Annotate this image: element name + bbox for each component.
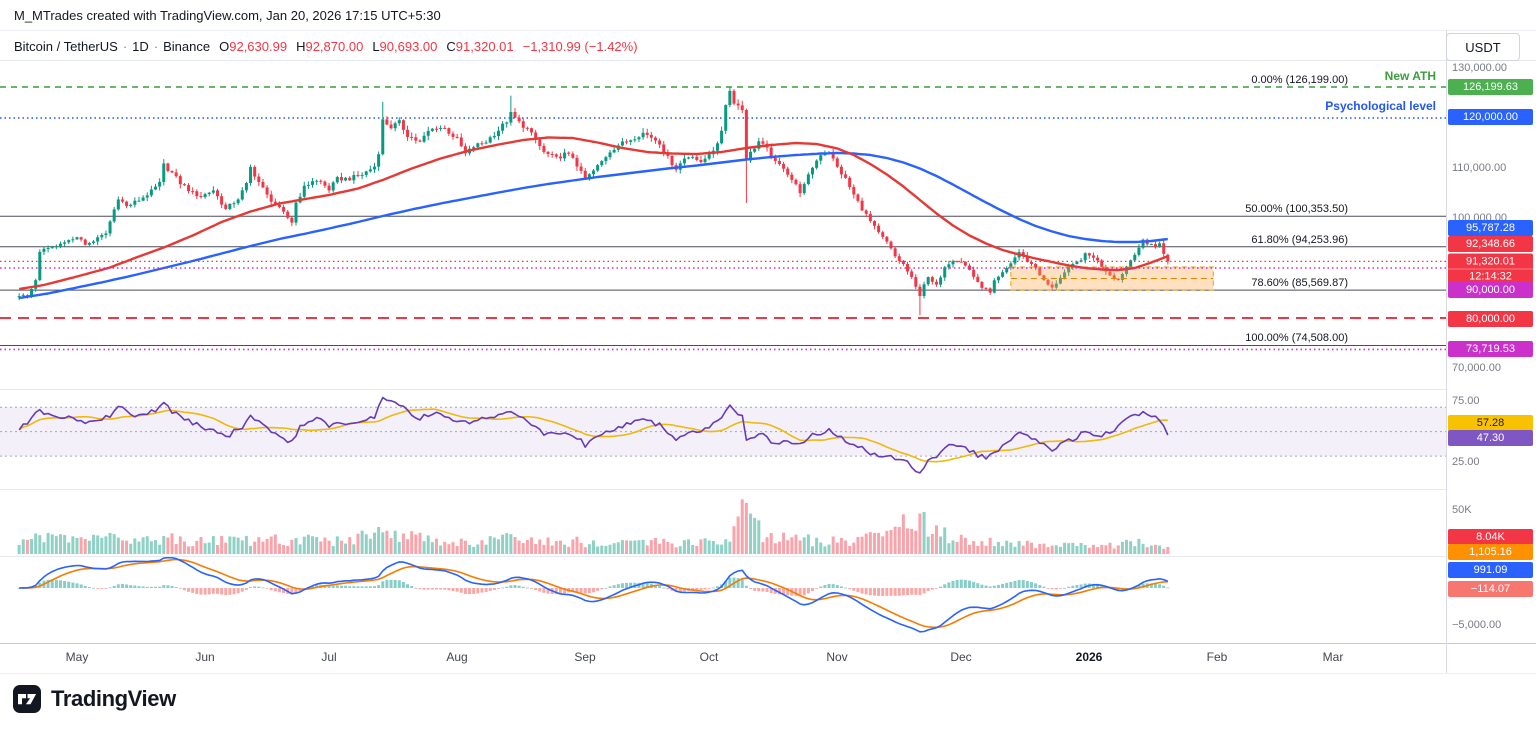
ohlc-o: O92,630.99 [219,39,288,54]
tradingview-logo[interactable]: TradingView [12,684,176,714]
exchange-label[interactable]: Binance [163,39,211,54]
rsi-ma-line [18,408,1168,463]
macd-line [19,557,1169,633]
change-readout: −1,310.99 (−1.42%) [522,39,638,54]
rsi-line [18,396,1169,474]
ohlc-l: L90,693.00 [372,39,438,54]
ohlc-h: H92,870.00 [296,39,364,54]
header-separator: · [153,39,159,54]
currency-toggle-button[interactable]: USDT [1446,33,1520,61]
tradingview-logo-text: TradingView [51,686,176,711]
watermark: M_MTrades created with TradingView.com, … [14,8,441,23]
interval-label[interactable]: 1D [132,39,149,54]
ma-slow-line [19,151,1168,300]
header-separator: · [122,39,128,54]
tradingview-logo-icon [13,685,41,713]
symbol-header: Bitcoin / TetherUS · 1D · Binance O92,630.99 H… [14,39,638,54]
symbol-name[interactable]: Bitcoin / TetherUS [14,39,118,54]
ma-fast-line [18,136,1169,291]
ohlc-c: C91,320.01 [446,39,514,54]
macd-signal-line [19,558,1168,629]
ohlc-readout: O92,630.99 H92,870.00 L90,693.00 C91,320.01… [210,39,637,54]
